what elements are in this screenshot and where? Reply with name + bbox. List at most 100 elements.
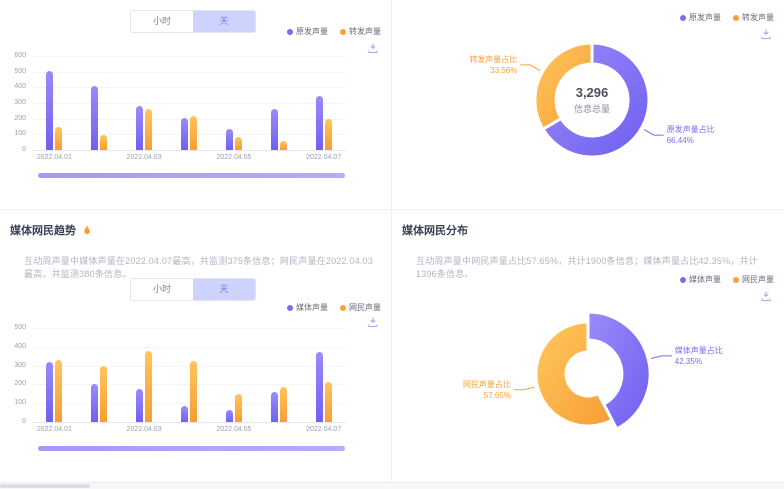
bar-网民声量[interactable] bbox=[145, 350, 153, 422]
toggle-option-hour[interactable]: 小时 bbox=[152, 16, 171, 26]
datazoom-slider[interactable] bbox=[38, 446, 345, 451]
legend-dot-orange bbox=[733, 276, 739, 283]
y-axis-label: 300 bbox=[14, 361, 26, 369]
x-axis-label: 2022.04.07 bbox=[306, 154, 342, 161]
bar-原发声量[interactable] bbox=[181, 117, 188, 150]
bar-转发声量[interactable] bbox=[190, 116, 197, 150]
donut-chart-media: 媒体声量占比 42.35% 网民声量占比 57.65% bbox=[392, 210, 784, 483]
bar-网民声量[interactable] bbox=[55, 360, 63, 422]
gridline bbox=[32, 56, 346, 57]
panel-media-trend: 媒体网民趋势 互动周声量中媒体声量在2022.04.07最高，共监测375条信息… bbox=[0, 210, 392, 483]
legend-dot-purple bbox=[287, 304, 293, 311]
bar-原发声量[interactable] bbox=[225, 128, 233, 150]
panel-title-text: 媒体网民趋势 bbox=[10, 225, 76, 237]
panel-interaction-distribution: 原发声量 转发声量 原发声量占比 66.44% 转发声量占比 33.56% 3,296… bbox=[392, 0, 784, 210]
bar-媒体声量[interactable] bbox=[270, 391, 278, 422]
panel-media-distribution: 媒体网民分布 互动周声量中网民声量占比57.65%，共计1900条信息；媒体声量… bbox=[392, 210, 784, 483]
toggle-option-day[interactable]: 天 bbox=[193, 11, 255, 32]
bar-网民声量[interactable] bbox=[324, 381, 332, 422]
bar-转发声量[interactable] bbox=[100, 135, 108, 150]
bar-原发声量[interactable] bbox=[315, 96, 323, 150]
bar-媒体声量[interactable] bbox=[91, 383, 99, 422]
gridline bbox=[32, 150, 346, 151]
legend-item-media[interactable]: 媒体声量 bbox=[287, 302, 328, 313]
bar-转发声量[interactable] bbox=[324, 118, 332, 150]
legend-label: 媒体声量 bbox=[296, 303, 328, 312]
bar-原发声量[interactable] bbox=[91, 85, 99, 150]
bar-转发声量[interactable] bbox=[55, 126, 63, 150]
download-icon[interactable] bbox=[367, 316, 379, 328]
scrollbar-thumb[interactable] bbox=[0, 484, 90, 488]
gridline bbox=[32, 103, 346, 104]
download-icon[interactable] bbox=[367, 42, 379, 54]
legend-item-media[interactable]: 媒体声量 bbox=[680, 274, 721, 285]
donut-slice-label: 原发声量占比 66.44% bbox=[666, 125, 715, 146]
hot-icon bbox=[84, 224, 90, 234]
x-axis-label: 2022.04.01 bbox=[36, 154, 72, 161]
bar-原发声量[interactable] bbox=[46, 70, 54, 150]
legend-item-repost[interactable]: 转发声量 bbox=[733, 12, 774, 23]
gridline bbox=[32, 87, 346, 89]
chart-legend: 原发声量 转发声量 bbox=[287, 26, 381, 37]
x-axis-label: 2022.04.03 bbox=[126, 426, 162, 433]
x-axis-label: 2022.04.03 bbox=[126, 154, 162, 161]
legend-item-repost[interactable]: 转发声量 bbox=[340, 26, 381, 37]
donut-slice-label: 转发声量占比 33.56% bbox=[469, 54, 518, 75]
legend-label: 转发声量 bbox=[742, 13, 774, 22]
x-axis-label: 2022.04.05 bbox=[216, 154, 252, 161]
bar-媒体声量[interactable] bbox=[225, 409, 233, 422]
legend-label: 网民声量 bbox=[349, 303, 381, 312]
donut-slice-网民声量占比[interactable] bbox=[534, 320, 614, 428]
legend-item-netizen[interactable]: 网民声量 bbox=[340, 302, 381, 313]
panel-title: 媒体网民趋势 bbox=[10, 222, 93, 238]
bar-媒体声量[interactable] bbox=[46, 361, 54, 422]
y-axis-label: 400 bbox=[14, 83, 26, 91]
legend-label: 原发声量 bbox=[689, 13, 721, 22]
download-icon[interactable] bbox=[760, 28, 772, 40]
legend-item-netizen[interactable]: 网民声量 bbox=[733, 274, 774, 285]
label-leader-line bbox=[513, 386, 535, 391]
y-axis-label: 500 bbox=[14, 67, 26, 75]
donut-slice-原发声量占比[interactable] bbox=[541, 41, 651, 159]
datazoom-slider[interactable] bbox=[38, 173, 345, 178]
panel-title: 媒体网民分布 bbox=[402, 222, 468, 238]
bar-网民声量[interactable] bbox=[190, 360, 197, 422]
chart-legend: 原发声量 转发声量 bbox=[680, 12, 774, 23]
horizontal-scrollbar[interactable] bbox=[0, 482, 784, 489]
download-icon[interactable] bbox=[760, 290, 772, 302]
legend-dot-purple bbox=[287, 28, 293, 35]
bar-网民声量[interactable] bbox=[279, 387, 287, 422]
legend-dot-orange bbox=[340, 304, 346, 311]
bar-原发声量[interactable] bbox=[270, 108, 278, 150]
legend-item-original[interactable]: 原发声量 bbox=[680, 12, 721, 23]
bar-媒体声量[interactable] bbox=[136, 389, 144, 422]
bar-转发声量[interactable] bbox=[234, 136, 242, 150]
bar-原发声量[interactable] bbox=[136, 106, 144, 150]
bar-转发声量[interactable] bbox=[279, 140, 287, 150]
y-axis-label: 500 bbox=[14, 324, 26, 331]
toggle-option-hour[interactable]: 小时 bbox=[152, 284, 171, 294]
legend-dot-orange bbox=[340, 28, 346, 35]
bar-网民声量[interactable] bbox=[100, 365, 108, 422]
bar-转发声量[interactable] bbox=[145, 108, 153, 150]
label-leader-line bbox=[520, 64, 541, 71]
y-axis-label: 600 bbox=[14, 52, 26, 59]
donut-slice-媒体声量占比[interactable] bbox=[586, 310, 652, 431]
gridline bbox=[32, 71, 346, 73]
bar-媒体声量[interactable] bbox=[315, 351, 323, 422]
gridline bbox=[32, 134, 346, 136]
y-axis-label: 0 bbox=[22, 418, 26, 425]
donut-slice-转发声量占比[interactable] bbox=[533, 41, 594, 131]
donut-chart-interaction: 原发声量占比 66.44% 转发声量占比 33.56% bbox=[392, 0, 784, 209]
toggle-option-day[interactable]: 天 bbox=[193, 279, 255, 300]
gridline bbox=[32, 384, 346, 386]
bar-媒体声量[interactable] bbox=[181, 406, 188, 422]
bar-网民声量[interactable] bbox=[234, 393, 242, 422]
gridline bbox=[32, 118, 346, 120]
legend-item-original[interactable]: 原发声量 bbox=[287, 26, 328, 37]
chart-legend: 媒体声量 网民声量 bbox=[680, 274, 774, 285]
panel-description: 互动周声量中网民声量占比57.65%，共计1900条信息；媒体声量占比42.35… bbox=[416, 256, 758, 279]
time-granularity-toggle: 小时 天 bbox=[130, 278, 256, 301]
label-leader-line bbox=[643, 129, 664, 136]
